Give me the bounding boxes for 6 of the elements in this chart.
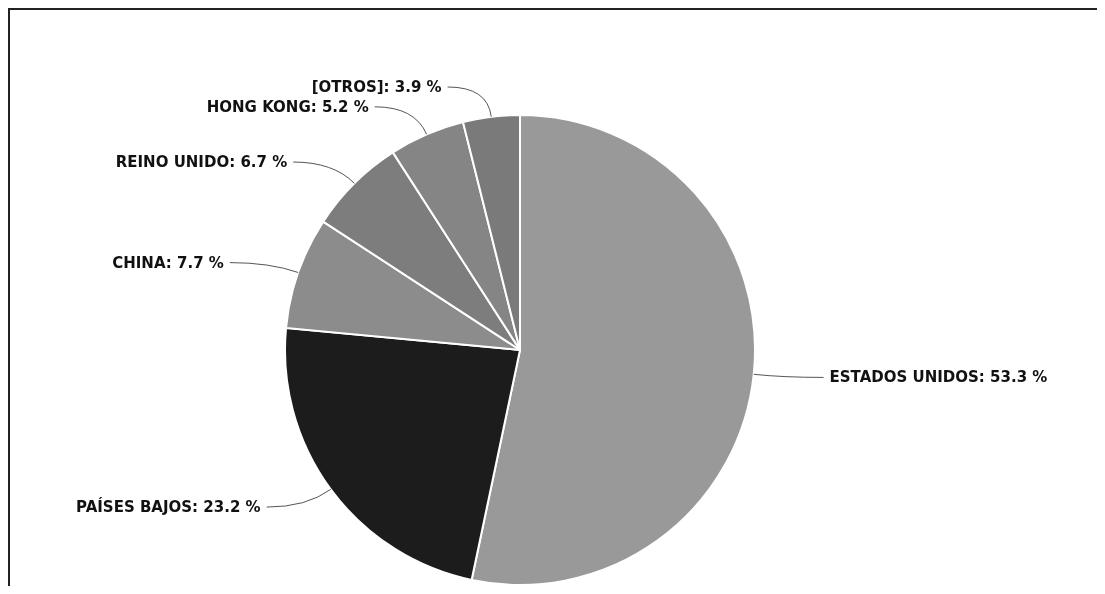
slice-label: REINO UNIDO: 6.7 % — [115, 153, 288, 172]
slice-label: [OTROS]: 3.9 % — [311, 77, 442, 96]
slice-label: ESTADOS UNIDOS: 53.3 % — [829, 368, 1048, 387]
slice-label: PAÍSES BAJOS: 23.2 % — [76, 497, 261, 517]
slice-label: HONG KONG: 5.2 % — [206, 97, 369, 116]
slice-label: CHINA: 7.7 % — [112, 253, 224, 272]
